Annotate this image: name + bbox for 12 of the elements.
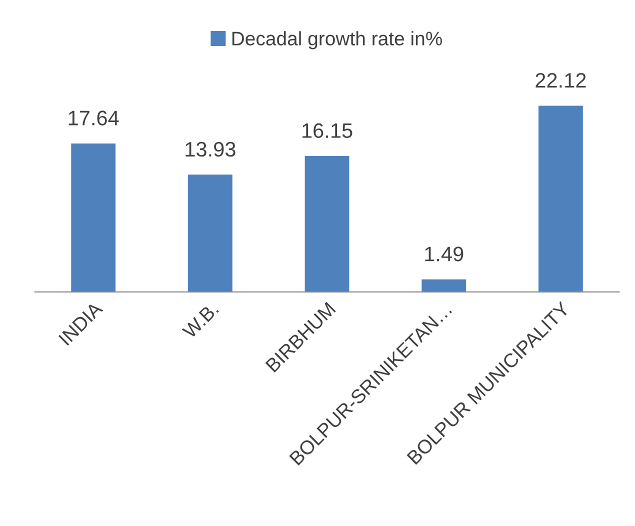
data-label: 13.93 bbox=[186, 142, 236, 157]
legend-label: Decadal growth rate in% bbox=[232, 31, 442, 50]
data-label: 17.64 bbox=[68, 110, 119, 126]
bar bbox=[538, 106, 583, 292]
bar bbox=[304, 156, 350, 292]
bar bbox=[422, 279, 466, 292]
data-label: 16.15 bbox=[302, 123, 352, 138]
bar bbox=[71, 143, 116, 292]
data-label: 22.12 bbox=[536, 72, 586, 88]
bar bbox=[188, 174, 232, 292]
x-tick-label: W.B. bbox=[182, 302, 219, 340]
data-label: 1.49 bbox=[425, 246, 464, 262]
